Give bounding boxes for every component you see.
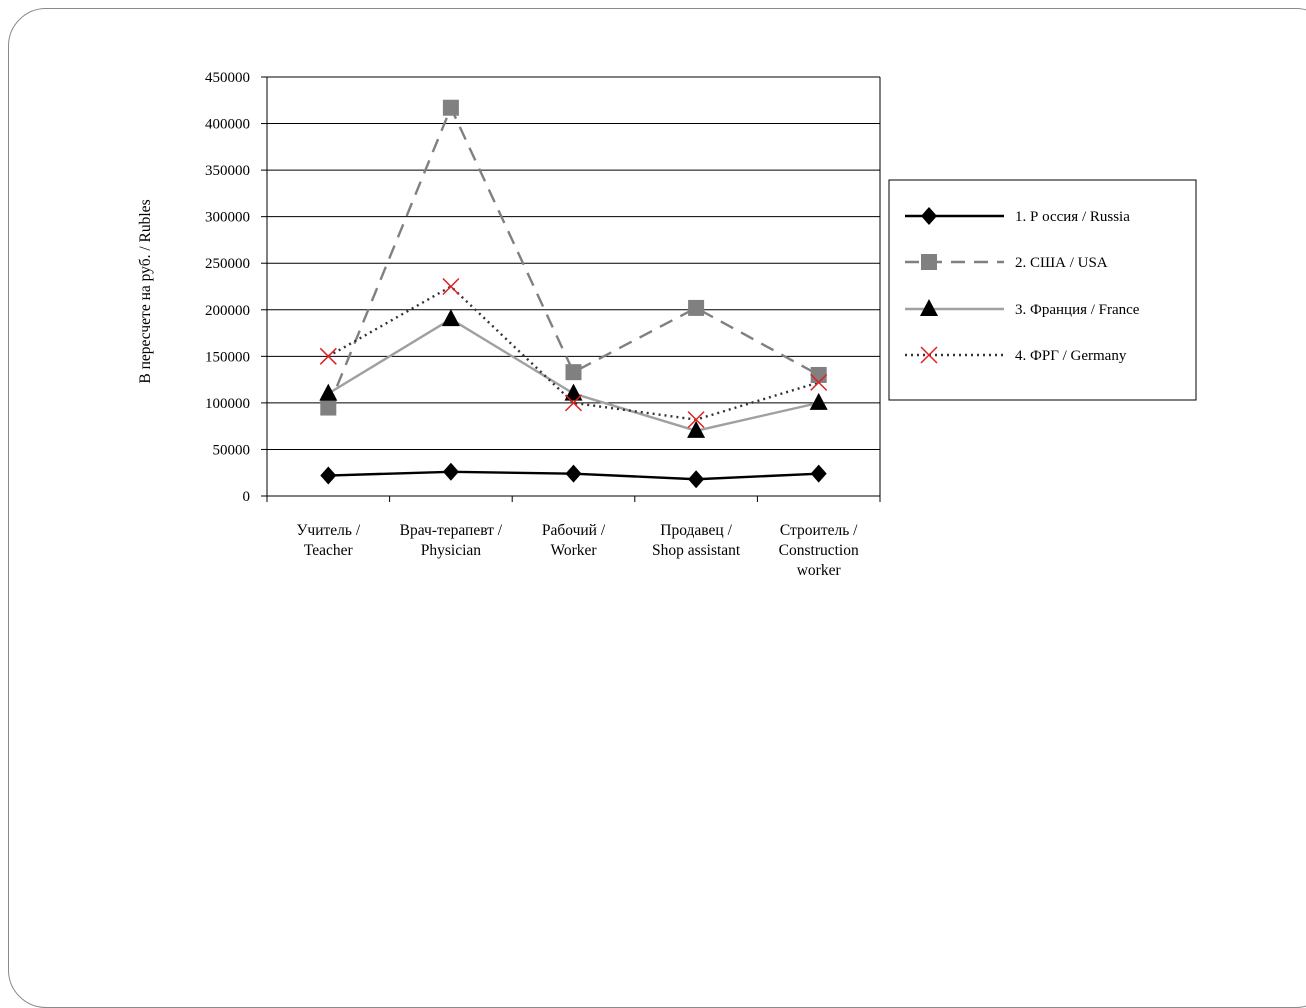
x-category-label-line: Рабочий / bbox=[542, 522, 606, 539]
legend-label: 1. Р оссия / Russia bbox=[1015, 209, 1130, 225]
legend-marker bbox=[921, 254, 937, 270]
x-category-label: Продавец / Shop assistant bbox=[652, 522, 741, 559]
data-point-x bbox=[564, 394, 583, 412]
legend-item: 2. США / USA bbox=[905, 254, 1108, 271]
x-category-label: Рабочий / Worker bbox=[542, 522, 606, 559]
data-point-square bbox=[810, 366, 827, 383]
legend-label: 4. ФРГ / Germany bbox=[1015, 348, 1127, 364]
y-tick-label: 100000 bbox=[205, 396, 250, 412]
data-point-x bbox=[687, 411, 705, 429]
data-point-square bbox=[565, 364, 582, 381]
legend-marker bbox=[920, 346, 938, 364]
legend-label: 2. США / USA bbox=[1015, 255, 1108, 271]
x-category-labels: Учитель / Teacher Врач-терапевт / Physician… bbox=[296, 522, 859, 579]
data-point-square bbox=[688, 299, 705, 316]
axes bbox=[261, 76, 881, 502]
data-point-diamond bbox=[810, 464, 827, 483]
x-category-label-line: Teacher bbox=[304, 542, 354, 559]
data-point-triangle bbox=[319, 383, 338, 401]
data-point-diamond bbox=[688, 470, 705, 489]
line-chart: 450000 400000 350000 300000 250000 200000 1500… bbox=[137, 70, 1197, 579]
y-tick-label: 50000 bbox=[213, 442, 251, 458]
y-tick-labels: 450000 400000 350000 300000 250000 200000 1500… bbox=[205, 70, 250, 505]
x-category-label-line: Worker bbox=[550, 542, 597, 559]
series-line bbox=[327, 104, 820, 408]
data-point-square bbox=[320, 399, 337, 416]
data-point-triangle bbox=[441, 309, 460, 327]
series-lines bbox=[319, 99, 828, 489]
data-point-diamond bbox=[320, 466, 337, 485]
data-point-x bbox=[319, 347, 337, 365]
x-category-label-line: Строитель / bbox=[780, 522, 858, 539]
legend-label: 3. Франция / France bbox=[1015, 302, 1140, 318]
legend: 1. Р оссия / Russia 2. США / USA 3. Франци… bbox=[888, 179, 1197, 401]
x-category-label: Учитель / Teacher bbox=[296, 522, 360, 559]
x-category-label-line: Physician bbox=[421, 542, 482, 559]
x-category-label: Строитель / Construction worker bbox=[779, 522, 859, 579]
x-category-label-line: Продавец / bbox=[660, 522, 732, 539]
y-tick-label: 300000 bbox=[205, 210, 250, 226]
legend-marker bbox=[920, 299, 938, 316]
y-tick-label: 150000 bbox=[205, 349, 250, 365]
legend-item: 4. ФРГ / Germany bbox=[905, 346, 1127, 364]
data-point-square bbox=[442, 99, 459, 116]
data-point-x bbox=[810, 373, 828, 391]
legend-item: 3. Франция / France bbox=[905, 299, 1140, 318]
y-tick-label: 350000 bbox=[205, 163, 250, 179]
y-tick-label: 250000 bbox=[205, 256, 250, 272]
y-tick-label: 400000 bbox=[205, 117, 250, 133]
y-tick-label: 200000 bbox=[205, 303, 250, 319]
x-category-label-line: worker bbox=[797, 562, 842, 579]
data-point-triangle bbox=[687, 420, 706, 438]
data-point-triangle bbox=[564, 383, 583, 401]
y-tick-label: 450000 bbox=[205, 70, 250, 86]
x-category-label-line: Shop assistant bbox=[652, 542, 741, 559]
x-category-label-line: Врач-терапевт / bbox=[400, 522, 503, 539]
data-point-x bbox=[442, 277, 460, 296]
x-category-label-line: Учитель / bbox=[296, 522, 360, 539]
data-point-diamond bbox=[442, 462, 459, 481]
x-category-label: Врач-терапевт / Physician bbox=[400, 522, 503, 559]
x-category-label-line: Construction bbox=[779, 542, 859, 559]
y-axis-label: В пересчете на руб. / Rubles bbox=[137, 199, 154, 383]
y-tick-label: 0 bbox=[243, 489, 251, 505]
data-point-triangle bbox=[809, 392, 828, 410]
legend-item: 1. Р оссия / Russia bbox=[905, 207, 1130, 225]
legend-marker bbox=[921, 207, 937, 225]
data-point-diamond bbox=[565, 464, 582, 483]
